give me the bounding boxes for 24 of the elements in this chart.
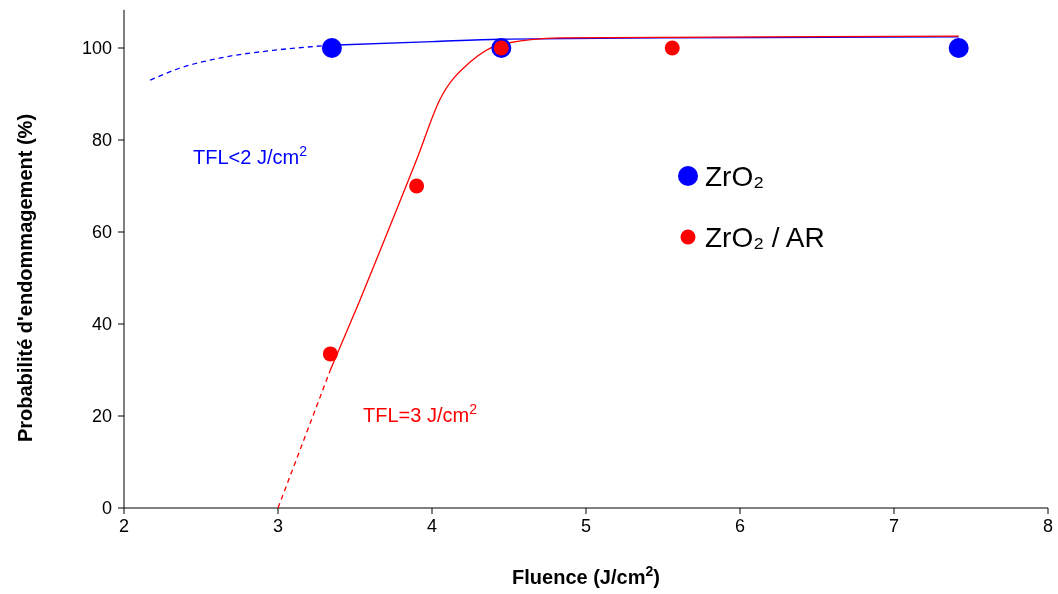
point (321, 38, 342, 58)
x-axis-title: Fluence (J/cm$^{2}$) (512, 563, 660, 588)
x-tick-label: 6 (734, 516, 746, 536)
x-tick-label: 8 (1042, 516, 1054, 536)
y-tick-label: 40 (91, 314, 112, 334)
x-tick-label: 7 (888, 516, 900, 536)
point (664, 40, 680, 56)
annotation: TFL=3 J/cm$^{2}$ (363, 401, 478, 426)
y-tick-label: 80 (91, 130, 112, 150)
annotation: TFL<2 J/cm$^{2}$ (193, 143, 308, 168)
point (409, 178, 425, 194)
point (948, 38, 969, 58)
legend-label: ZrO₂ (705, 161, 765, 192)
y-tick-label: 0 (101, 498, 112, 518)
y-tick-label: 100 (81, 38, 112, 58)
legend-label: ZrO₂ / AR (705, 222, 825, 253)
x-tick-label: 2 (118, 516, 130, 536)
y-axis-title: Probabilité d'endommagement (%) (14, 113, 36, 443)
y-tick-label: 20 (91, 406, 112, 426)
point (322, 346, 338, 362)
x-tick-label: 4 (426, 516, 438, 536)
x-tick-label: 5 (580, 516, 592, 536)
x-tick-label: 3 (272, 516, 284, 536)
y-tick-label: 60 (91, 222, 112, 242)
